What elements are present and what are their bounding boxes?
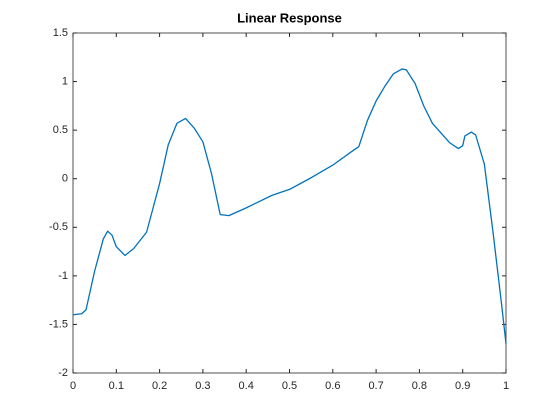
y-tick-label: 1.5 [53,27,68,39]
line [72,68,507,344]
y-tick-label: 0 [62,173,68,185]
y-tick-label: -1.5 [49,318,68,330]
y-tick-label: 0.5 [53,124,68,136]
x-tick-label: 0.1 [109,380,124,392]
x-tick-label: 0.6 [325,380,340,392]
x-tick-label: 0.4 [239,380,254,392]
x-tick-label: 1 [503,380,509,392]
x-tick-label: 0.2 [152,380,167,392]
y-tick-label: -1 [58,270,68,282]
x-tick-label: 0.7 [368,380,383,392]
x-tick-label: 0.3 [195,380,210,392]
x-tick-label: 0.9 [455,380,470,392]
x-tick-label: 0 [70,380,76,392]
x-tick-label: 0.5 [282,380,297,392]
y-tick-label: -2 [58,367,68,379]
y-tick-label: 1 [62,75,68,87]
y-tick-label: -0.5 [49,221,68,233]
chart-title: Linear Response [237,10,342,25]
axes-box [72,32,507,374]
x-tick-label: 0.8 [412,380,427,392]
